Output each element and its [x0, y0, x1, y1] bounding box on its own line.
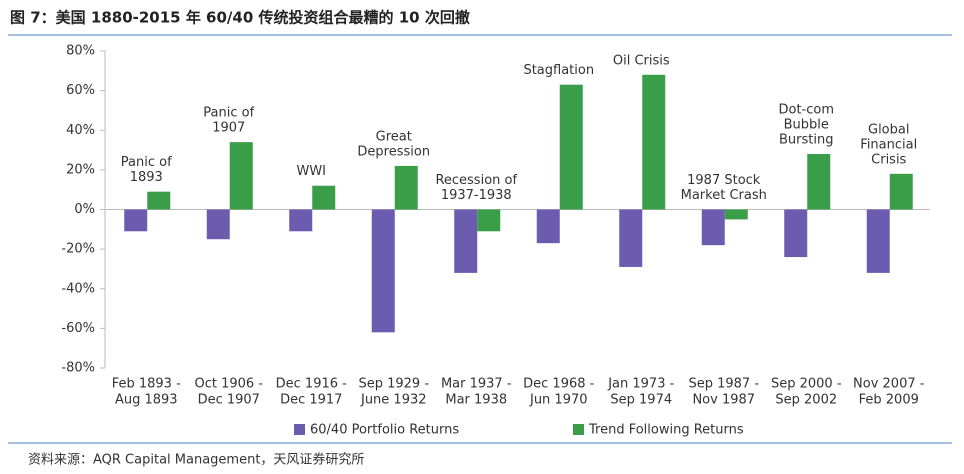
y-tick-label: -40% [61, 281, 95, 296]
annotation: Oil Crisis [613, 53, 670, 68]
legend-swatch [294, 424, 305, 435]
annotation: Bubble [784, 118, 829, 133]
y-tick-label: 60% [66, 83, 95, 98]
y-tick-label: 80% [66, 44, 95, 59]
x-tick-label: Aug 1893 [115, 393, 178, 408]
bar [889, 173, 913, 210]
annotation: Recession of [435, 173, 517, 188]
y-tick-label: 40% [66, 123, 95, 138]
annotation: Dot-com [778, 103, 834, 118]
y-tick-label: -60% [61, 321, 95, 336]
x-tick-label: Sep 2000 - [771, 377, 842, 392]
annotation: Bursting [779, 133, 833, 148]
x-tick-label: Mar 1938 [445, 393, 507, 408]
bar [124, 209, 148, 232]
bar [807, 154, 831, 210]
x-tick-label: Sep 2002 [775, 393, 837, 408]
annotation: Financial [860, 137, 917, 152]
chart-title: 图 7：美国 1880-2015 年 60/40 传统投资组合最糟的 10 次回… [10, 9, 470, 27]
bar [784, 209, 808, 258]
bar [312, 185, 336, 210]
x-tick-label: Feb 2009 [859, 393, 919, 408]
y-tick-label: 0% [74, 202, 95, 217]
bar [559, 84, 583, 210]
bar [477, 209, 501, 232]
annotation: Panic of [121, 155, 172, 170]
bar [289, 209, 313, 232]
x-tick-label: Mar 1937 - [441, 377, 512, 392]
bar [866, 209, 890, 273]
bar [394, 165, 418, 210]
x-tick-label: Feb 1893 - [112, 377, 181, 392]
annotation: Global [868, 122, 909, 137]
bar [536, 209, 560, 244]
x-tick-label: Oct 1906 - [194, 377, 263, 392]
annotation: Depression [357, 144, 430, 159]
annotation: 1907 [212, 121, 245, 136]
legend-label: Trend Following Returns [588, 423, 744, 438]
annotation: Market Crash [681, 188, 767, 203]
annotation: 1937-1938 [441, 188, 512, 203]
annotation: Crisis [871, 152, 906, 167]
bar [724, 209, 748, 220]
bar [371, 209, 395, 333]
annotation: WWI [296, 164, 326, 179]
x-tick-label: Sep 1974 [610, 393, 672, 408]
x-tick-label: Dec 1917 [280, 393, 342, 408]
x-tick-label: Jan 1973 - [607, 377, 674, 392]
bar [229, 142, 253, 210]
bar [619, 209, 643, 267]
annotation: Panic of [203, 106, 254, 121]
x-tick-label: Sep 1929 - [358, 377, 429, 392]
legend-swatch [573, 424, 584, 435]
x-tick-label: Dec 1907 [198, 393, 260, 408]
x-tick-label: Dec 1968 - [523, 377, 595, 392]
y-tick-label: -20% [61, 242, 95, 257]
bar [206, 209, 230, 240]
y-tick-label: 20% [66, 162, 95, 177]
x-tick-label: Sep 1987 - [688, 377, 759, 392]
bar [642, 74, 666, 210]
x-tick-label: Nov 1987 [692, 393, 755, 408]
x-tick-label: June 1932 [360, 393, 427, 408]
annotation: 1987 Stock [687, 173, 761, 188]
source: 资料来源：AQR Capital Management，天风证券研究所 [28, 452, 364, 468]
bar [147, 191, 171, 210]
bar [454, 209, 478, 273]
annotation: Great [376, 129, 412, 144]
x-tick-label: Dec 1916 - [276, 377, 348, 392]
y-tick-label: -80% [61, 361, 95, 376]
x-tick-label: Jun 1970 [529, 393, 588, 408]
bar [701, 209, 725, 246]
x-tick-label: Nov 2007 - [853, 377, 925, 392]
annotation: Stagflation [523, 63, 594, 78]
annotation: 1893 [130, 170, 163, 185]
legend-label: 60/40 Portfolio Returns [310, 423, 459, 438]
